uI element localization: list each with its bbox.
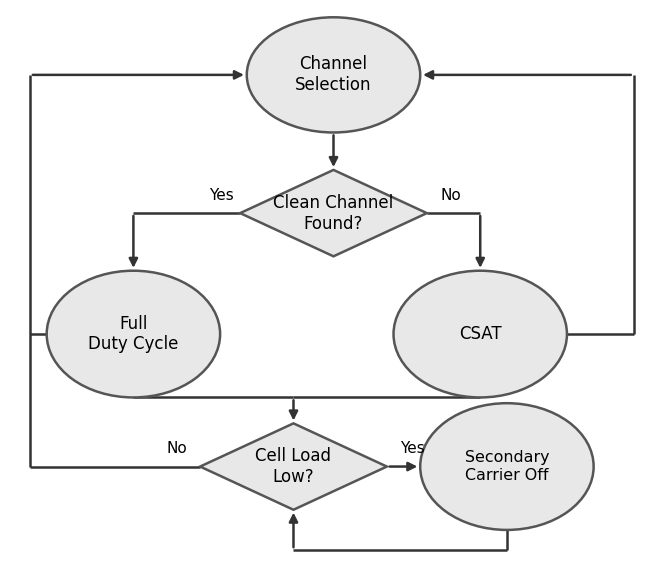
Text: Channel
Selection: Channel Selection [295,55,372,94]
Ellipse shape [394,271,567,397]
Text: CSAT: CSAT [459,325,502,343]
Text: Full
Duty Cycle: Full Duty Cycle [88,314,179,354]
Text: Cell Load
Low?: Cell Load Low? [255,447,331,486]
Ellipse shape [420,403,594,530]
Polygon shape [200,423,387,510]
Text: Yes: Yes [209,188,233,203]
Polygon shape [240,170,427,256]
Text: No: No [166,441,187,456]
Text: Clean Channel
Found?: Clean Channel Found? [273,194,394,233]
Ellipse shape [47,271,220,397]
Text: Yes: Yes [400,441,425,456]
Ellipse shape [247,17,420,132]
Text: Secondary
Carrier Off: Secondary Carrier Off [465,450,549,483]
Text: No: No [440,188,461,203]
